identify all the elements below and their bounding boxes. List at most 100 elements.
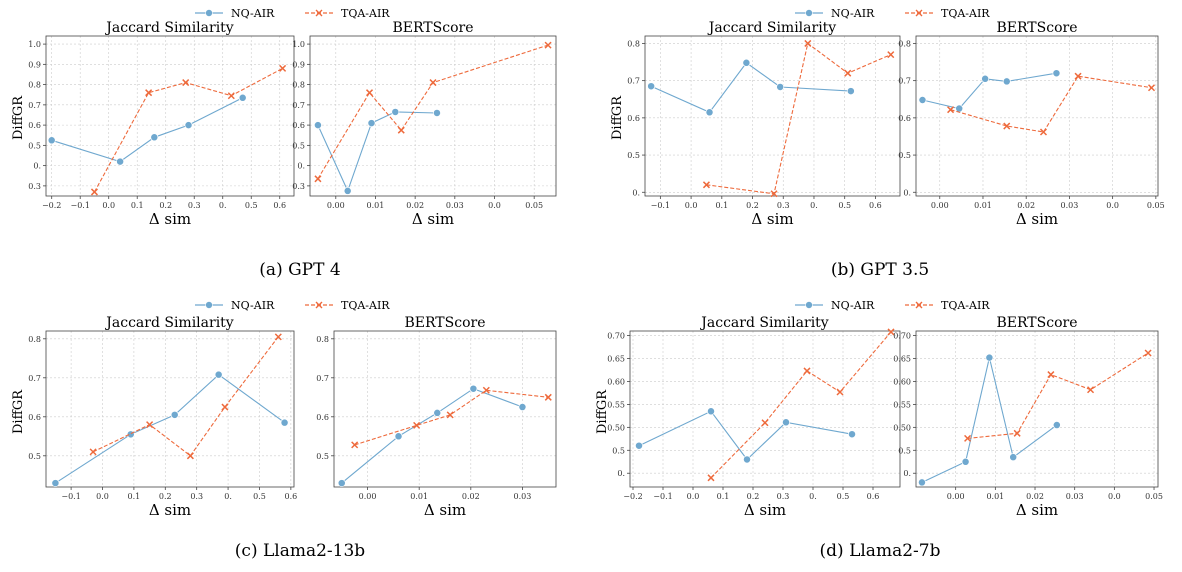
series-line-tqa-air — [950, 75, 1152, 133]
data-point-nq-air — [337, 479, 346, 488]
x-tick-label: 0.5 — [838, 201, 851, 210]
data-point-tqa-air — [314, 175, 322, 183]
data-point-tqa-air — [351, 441, 359, 449]
x-tick-label: 0.03 — [1066, 492, 1084, 501]
panel-title: BERTScore — [997, 315, 1078, 331]
x-axis-label: Δ sim — [149, 210, 191, 228]
legend: NQ-AIR TQA-AIR — [795, 299, 990, 312]
figure-caption: (d) Llama2-7b — [820, 541, 941, 561]
y-tick-label: 0.6 — [627, 114, 640, 123]
data-point-nq-air — [313, 121, 322, 130]
plot-frame — [45, 35, 295, 197]
x-tick-label: 0. — [219, 201, 227, 210]
data-point-nq-air — [742, 58, 751, 67]
y-tick-label: 0. — [33, 162, 41, 171]
legend-label-nq-air: NQ-AIR — [831, 299, 875, 312]
data-point-nq-air — [280, 418, 289, 427]
y-tick-label: 0.8 — [316, 335, 329, 344]
legend-marker-tqa-air — [915, 301, 923, 309]
data-point-tqa-air — [145, 89, 153, 97]
panel-title: Jaccard Similarity — [104, 315, 234, 331]
data-point-tqa-air — [482, 386, 490, 394]
data-point-nq-air — [1002, 77, 1011, 86]
y-tick-label: 0.8 — [28, 335, 41, 344]
y-tick-label: 0.8 — [627, 39, 640, 48]
x-tick-label: 0. — [810, 201, 818, 210]
y-tick-label: 0.5 — [898, 151, 911, 160]
x-tick-label: 0.01 — [410, 492, 428, 501]
data-point-nq-air — [647, 82, 656, 91]
data-point-nq-air — [985, 353, 994, 362]
x-tick-label: 0.00 — [931, 201, 949, 210]
data-point-tqa-air — [1013, 429, 1021, 437]
x-tick-label: 0.01 — [986, 492, 1004, 501]
y-tick-label: 0.3 — [28, 182, 41, 191]
legend-marker-nq-air — [805, 301, 813, 309]
y-tick-label: 0. — [903, 188, 911, 197]
plot-frame — [629, 330, 901, 488]
x-tick-label: −0.2 — [42, 201, 61, 210]
panel-bertscore: 0.00 0.01 0.02 0.03 0.0 0.05 0.3 0. 0.5 0.6 0.7 0.8… — [292, 20, 557, 228]
x-tick-label: 0.6 — [273, 201, 286, 210]
series-line-nq-air — [317, 111, 438, 193]
x-tick-label: 0.03 — [1061, 201, 1079, 210]
x-tick-label: 0.3 — [190, 492, 203, 501]
data-point-nq-air — [394, 432, 403, 441]
data-point-tqa-air — [1003, 122, 1011, 130]
series-line-nq-air — [55, 373, 285, 484]
data-point-nq-air — [170, 410, 179, 419]
data-point-tqa-air — [770, 190, 778, 198]
panel-title: BERTScore — [405, 315, 486, 331]
y-axis-label: DiffGR — [11, 95, 26, 140]
data-point-tqa-air — [761, 419, 769, 427]
y-tick-label: 0.6 — [28, 121, 41, 130]
legend-label-nq-air: NQ-AIR — [231, 7, 275, 20]
data-point-tqa-air — [182, 79, 190, 87]
x-tick-label: 0.00 — [947, 492, 965, 501]
data-point-nq-air — [238, 93, 247, 102]
x-tick-label: 0.05 — [1147, 201, 1165, 210]
data-point-nq-air — [1009, 453, 1018, 462]
legend: NQ-AIR TQA-AIR — [195, 299, 390, 312]
x-tick-label: 0.1 — [715, 201, 728, 210]
x-tick-label: −0.1 — [70, 201, 89, 210]
y-tick-label: 0.7 — [28, 101, 41, 110]
data-point-tqa-air — [1074, 72, 1082, 80]
plot-frame — [644, 35, 901, 197]
y-tick-label: 0.7 — [316, 374, 329, 383]
plot-frame — [333, 330, 557, 488]
series-line-tqa-air — [710, 331, 892, 479]
x-tick-label: 0.02 — [406, 201, 424, 210]
x-tick-label: 0.0 — [1106, 201, 1119, 210]
data-point-nq-air — [705, 108, 714, 117]
x-tick-label: 0.0 — [96, 492, 109, 501]
y-tick-label: 0.55 — [893, 400, 911, 409]
data-point-tqa-air — [803, 367, 811, 375]
x-axis-label: Δ sim — [412, 210, 454, 228]
y-tick-label: 0.5 — [612, 446, 625, 455]
data-point-nq-air — [635, 441, 643, 450]
data-point-nq-air — [391, 107, 400, 116]
data-point-nq-air — [848, 430, 856, 439]
data-point-nq-air — [846, 87, 855, 96]
data-point-nq-air — [981, 74, 990, 83]
y-tick-label: 0.5 — [292, 141, 305, 150]
data-point-nq-air — [918, 478, 926, 487]
x-tick-label: 0.2 — [159, 201, 172, 210]
x-tick-label: 0.0 — [1108, 492, 1121, 501]
y-tick-label: 0.9 — [292, 60, 305, 69]
series-line-tqa-air — [354, 389, 549, 446]
data-point-tqa-air — [544, 41, 552, 49]
data-point-nq-air — [782, 418, 790, 427]
x-tick-label: 0.0 — [685, 201, 698, 210]
data-point-tqa-air — [1144, 349, 1152, 357]
data-point-tqa-air — [1087, 386, 1095, 394]
legend-label-tqa-air: TQA-AIR — [341, 7, 390, 20]
x-tick-label: −0.2 — [623, 492, 642, 501]
x-tick-label: 0.6 — [867, 492, 880, 501]
y-tick-label: 0.7 — [627, 77, 640, 86]
y-tick-label: 0. — [617, 469, 625, 478]
data-point-tqa-air — [365, 89, 374, 97]
x-tick-label: 0.03 — [514, 492, 532, 501]
